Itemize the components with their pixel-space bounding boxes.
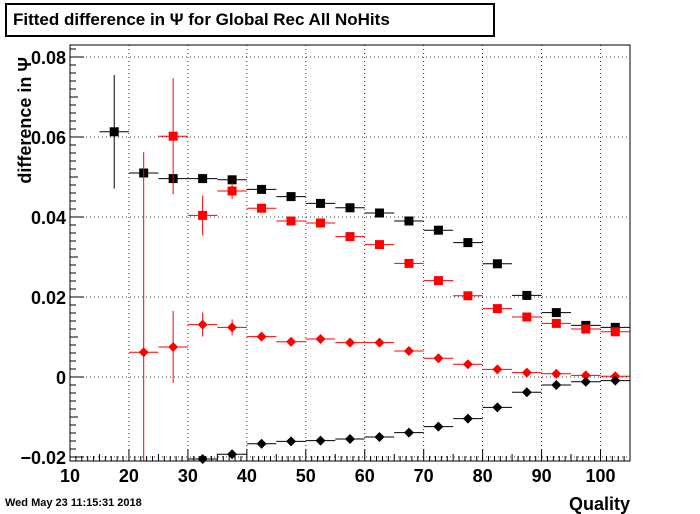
data-point-diamond: [256, 331, 267, 342]
x-tick-label: 60: [355, 466, 375, 486]
data-point-square: [433, 276, 443, 286]
data-point-diamond: [492, 402, 503, 413]
data-point-diamond: [492, 364, 503, 375]
data-point-diamond: [462, 359, 473, 370]
data-point-square: [610, 327, 620, 337]
data-point-square: [109, 127, 119, 137]
data-point-diamond: [345, 434, 355, 444]
data-point-square: [316, 198, 326, 208]
data-point-square: [345, 232, 355, 242]
data-point-diamond: [227, 322, 238, 333]
y-tick-label: −0.02: [20, 448, 66, 468]
data-point-square: [227, 186, 237, 196]
data-point-square: [345, 203, 355, 213]
data-point-diamond: [551, 368, 562, 379]
data-point-diamond: [462, 413, 473, 424]
data-point-diamond: [286, 336, 297, 347]
data-point-diamond: [580, 370, 591, 381]
data-point-square: [404, 258, 414, 268]
y-tick-label: 0: [56, 368, 66, 388]
data-point-square: [227, 175, 237, 185]
data-point-square: [198, 210, 208, 220]
data-point-square: [551, 308, 561, 318]
data-point-diamond: [286, 436, 297, 447]
data-point-diamond: [580, 376, 591, 387]
x-tick-label: 30: [178, 466, 198, 486]
plot-area: [70, 45, 630, 461]
data-point-diamond: [403, 346, 414, 356]
data-point-diamond: [403, 427, 414, 438]
chart-title-box: Fitted difference in Ψ for Global Rec Al…: [5, 3, 495, 37]
data-point-square: [257, 203, 267, 213]
data-point-square: [492, 304, 502, 314]
series: [128, 152, 630, 461]
x-tick-label: 20: [119, 466, 139, 486]
x-tick-label: 80: [473, 466, 493, 486]
y-axis-label: difference in Ψ: [15, 57, 35, 184]
data-point-square: [522, 312, 532, 322]
y-tick-label: 0.04: [31, 208, 66, 228]
data-point-square: [463, 291, 473, 301]
x-tick-label: 90: [532, 466, 552, 486]
data-point-diamond: [521, 367, 532, 378]
series: [158, 78, 630, 337]
data-point-diamond: [345, 337, 355, 348]
series: [187, 375, 630, 464]
data-point-diamond: [433, 353, 444, 364]
chart-title: Fitted difference in Ψ for Global Rec Al…: [13, 10, 390, 29]
data-point-diamond: [168, 342, 179, 352]
data-point-square: [316, 218, 326, 228]
x-tick-label: 70: [414, 466, 434, 486]
data-point-square: [374, 240, 384, 250]
data-point-square: [286, 192, 296, 202]
data-point-diamond: [551, 380, 562, 390]
data-point-diamond: [197, 319, 208, 330]
data-point-square: [551, 318, 561, 328]
data-point-square: [257, 184, 267, 194]
data-point-diamond: [138, 347, 149, 358]
data-point-diamond: [610, 375, 621, 386]
data-point-diamond: [256, 438, 267, 449]
data-point-diamond: [374, 432, 385, 442]
data-point-square: [374, 208, 384, 218]
data-point-square: [581, 324, 591, 334]
data-point-diamond: [521, 387, 532, 398]
y-tick-label: 0.02: [31, 288, 66, 308]
timestamp: Wed May 23 11:15:31 2018: [5, 497, 142, 509]
data-point-diamond: [315, 435, 326, 446]
y-tick-label: 0.08: [31, 48, 66, 68]
data-point-square: [198, 174, 208, 184]
data-point-square: [463, 238, 473, 248]
x-axis-label: Quality: [569, 494, 630, 514]
x-tick-label: 10: [60, 466, 80, 486]
data-point-diamond: [315, 334, 326, 344]
data-point-square: [522, 290, 532, 300]
x-tick-label: 40: [237, 466, 257, 486]
x-tick-label: 100: [586, 466, 616, 486]
data-point-square: [433, 225, 443, 235]
data-point-square: [404, 216, 414, 226]
data-point-square: [492, 259, 502, 269]
data-point-diamond: [433, 421, 444, 432]
data-point-square: [168, 131, 178, 141]
data-point-square: [286, 216, 296, 226]
x-tick-label: 50: [296, 466, 316, 486]
data-point-diamond: [374, 337, 385, 348]
plot-frame: [69, 44, 631, 462]
y-tick-label: 0.06: [31, 128, 66, 148]
